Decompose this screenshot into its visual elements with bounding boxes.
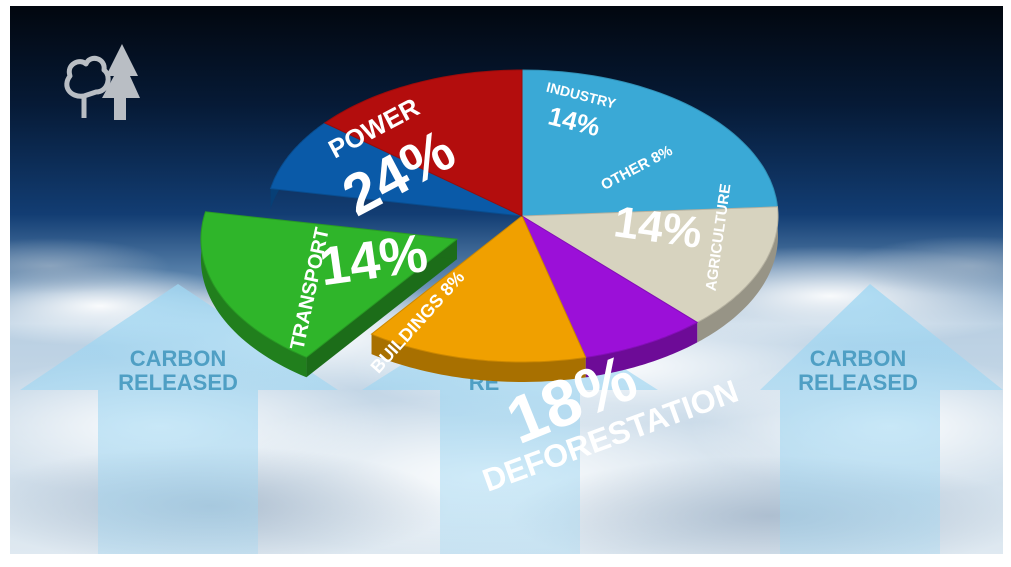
slice-value-agriculture: 14% [611,197,705,258]
chart-scene: CARBON RELEASED C RE CARBON RELEASED POW… [10,6,1003,554]
pie-wall-agriculture [371,334,586,382]
video-frame: CARBON RELEASED C RE CARBON RELEASED POW… [10,6,1003,554]
pie-slice-other [520,214,699,358]
pie-slice-deforestation [200,211,459,358]
pie-chart [200,69,779,382]
carbon-arrow-right: CARBON RELEASED [760,284,1003,554]
pie-wall-industry [697,206,778,343]
arrow-left-line1: CARBON [130,346,227,371]
trees-icon [64,44,140,120]
pie-slice-buildings [269,122,523,217]
pie-slice-transport [323,69,523,217]
pie-slice-agriculture [370,215,587,363]
arrow-left-line2: RELEASED [118,370,238,395]
arrow-right-line2: RELEASED [798,370,918,395]
slice-value-transport: 14% [316,223,431,297]
pie-wall-other [585,322,698,378]
pie-slice-industry [520,206,779,323]
carbon-arrow-left: CARBON RELEASED [20,284,338,554]
pie-cut-face-deforestation-0 [306,239,457,378]
pie-slice-power [521,69,779,217]
pie-wall-deforestation [200,211,307,378]
arrow-right-line1: CARBON [810,346,907,371]
